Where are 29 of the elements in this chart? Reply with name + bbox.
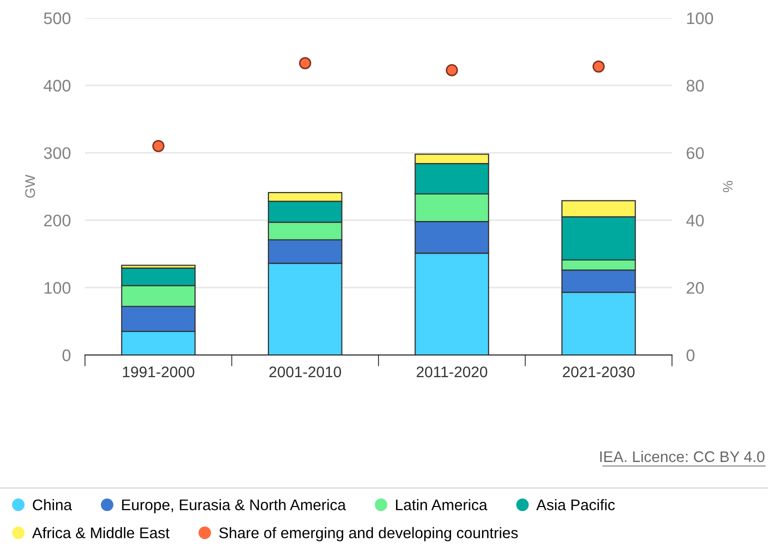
y2-axis-title: % (722, 180, 733, 192)
x-tick-label: 2001-2010 (269, 366, 342, 378)
y-tick-label: 0 (62, 349, 70, 362)
point (592, 60, 605, 73)
y-tick-label: 300 (44, 147, 70, 160)
point (446, 64, 458, 76)
legend-label: Asia Pacific (536, 499, 615, 510)
legend-label: Africa & Middle East (32, 527, 170, 538)
y2-tick-label: 100 (687, 12, 714, 24)
legend-label: China (32, 499, 72, 510)
y-tick-label: 100 (44, 282, 70, 294)
x-tick-label: 1991-2000 (123, 366, 194, 378)
text: IEA. Licence: CC BY 4.0 (600, 450, 764, 462)
point (152, 140, 164, 152)
y-tick-label: 500 (44, 12, 70, 24)
y-tick-label: 400 (44, 80, 70, 92)
y2-tick-label: 80 (686, 80, 704, 92)
legend-label: Latin America (396, 499, 488, 510)
y-tick-label: 200 (44, 214, 70, 226)
point (299, 57, 312, 70)
legend-label: Europe, Eurasia & North America (122, 499, 346, 514)
x-tick-label: 2011-2020 (416, 366, 488, 378)
y2-tick-label: 20 (686, 282, 704, 294)
x-tick-label: 2021-2030 (562, 366, 635, 378)
legend-label: Share of emerging and developing countries (219, 527, 518, 542)
y2-tick-label: 0 (686, 349, 695, 362)
y2-tick-label: 60 (686, 147, 704, 160)
y2-tick-label: 40 (686, 214, 704, 226)
y-axis-title: GW (25, 174, 36, 198)
